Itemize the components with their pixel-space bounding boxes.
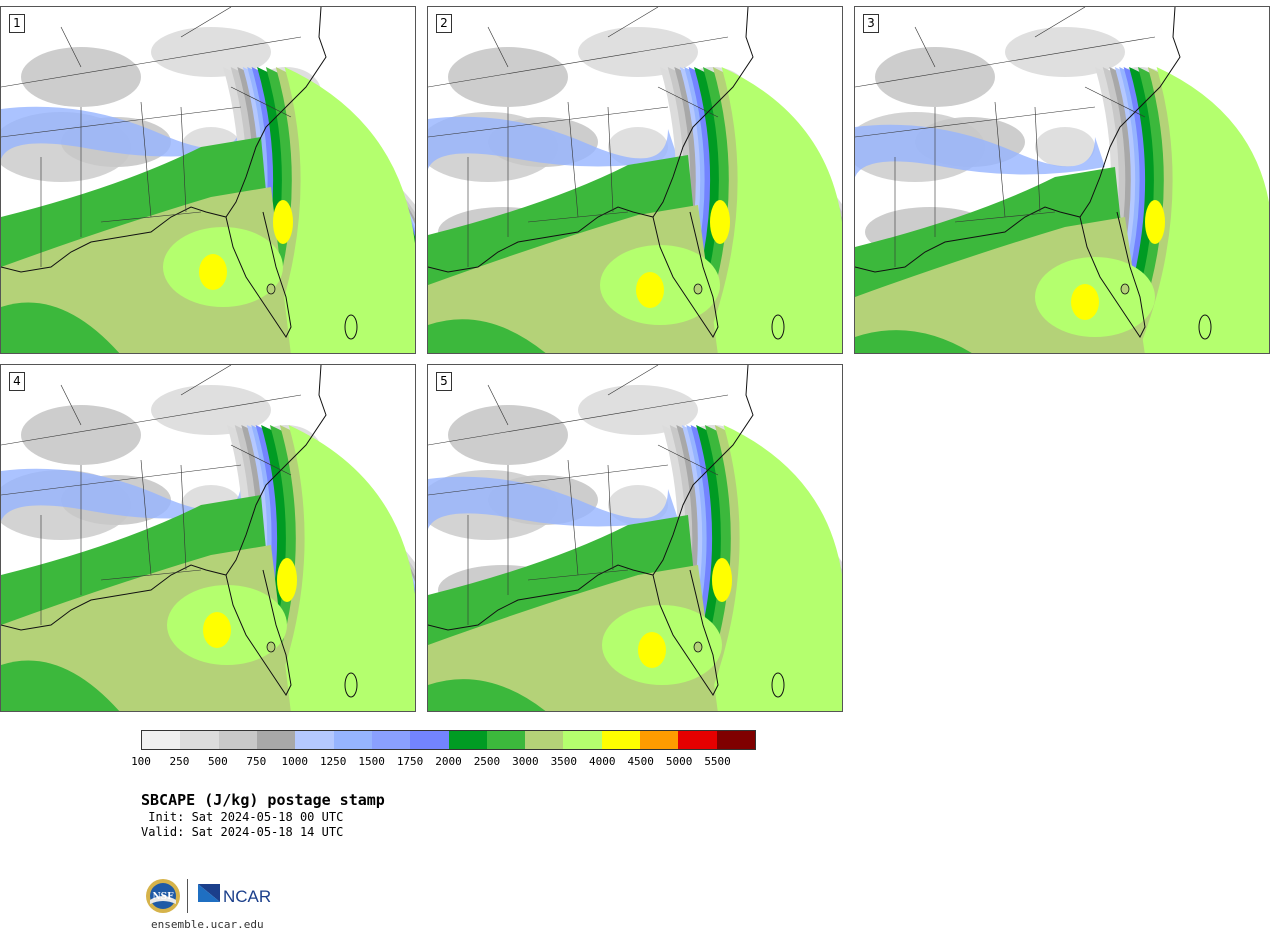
color-swatch <box>180 731 219 749</box>
color-swatch <box>410 731 449 749</box>
scale-tick-label: 750 <box>246 755 267 768</box>
scale-tick-label: 2000 <box>435 755 462 768</box>
color-swatch <box>218 731 257 749</box>
ensemble-member-panel-5[interactable]: 5 <box>427 364 843 712</box>
scale-tick-label: 1000 <box>281 755 309 768</box>
logo-divider <box>187 879 188 913</box>
member-number-label: 2 <box>436 14 452 33</box>
scale-tick-label: 4500 <box>627 755 654 768</box>
ncar-logo-text: NCAR <box>223 887 271 906</box>
cape-map <box>428 365 842 711</box>
color-swatch <box>256 731 296 749</box>
scale-tick-label: 3000 <box>512 755 539 768</box>
scale-tick-label: 3500 <box>550 755 578 768</box>
nsf-logo: NSF <box>146 879 180 913</box>
color-swatch <box>295 731 334 749</box>
color-scale-ticks: 100 250 500 750 1000 1250 1500 1750 2000 2500 3000… <box>0 755 800 771</box>
nsf-logo-text: NSF <box>152 892 174 902</box>
member-number-label: 3 <box>863 14 879 33</box>
ensemble-member-panel-1[interactable]: 1 <box>0 6 416 354</box>
color-swatch <box>486 731 526 749</box>
color-swatch <box>678 731 717 749</box>
scale-tick-label: 4000 <box>589 755 616 768</box>
color-swatch <box>640 731 679 749</box>
scale-tick-label: 100 <box>131 755 151 768</box>
color-swatch <box>563 731 602 749</box>
cape-map <box>1 365 415 711</box>
color-swatch <box>525 731 564 749</box>
scale-tick-label: 2500 <box>473 755 501 768</box>
valid-time: Valid: Sat 2024-05-18 14 UTC <box>141 825 344 839</box>
scale-tick-label: 1750 <box>396 755 424 768</box>
member-number-label: 5 <box>436 372 452 391</box>
init-time: Init: Sat 2024-05-18 00 UTC <box>141 810 344 824</box>
color-swatch <box>333 731 372 749</box>
color-swatch <box>601 731 641 749</box>
member-number-label: 1 <box>9 14 25 33</box>
ncar-logo: NCAR <box>198 884 271 906</box>
cape-map <box>428 7 842 353</box>
scale-tick-label: 500 <box>207 755 228 768</box>
scale-tick-label: 1250 <box>319 755 347 768</box>
website-url: ensemble.ucar.edu <box>151 918 264 931</box>
scale-tick-label: 5000 <box>665 755 693 768</box>
cape-map <box>1 7 415 353</box>
color-scale-bar <box>141 730 756 750</box>
scale-tick-label: 5500 <box>704 755 731 768</box>
figure-title: SBCAPE (J/kg) postage stamp <box>141 791 385 809</box>
color-swatch <box>716 731 755 749</box>
color-swatch <box>142 731 181 749</box>
ensemble-member-panel-2[interactable]: 2 <box>427 6 843 354</box>
scale-tick-label: 250 <box>169 755 190 768</box>
cape-map <box>855 7 1269 353</box>
ensemble-member-panel-3[interactable]: 3 <box>854 6 1270 354</box>
color-swatch <box>371 731 411 749</box>
ensemble-member-panel-4[interactable]: 4 <box>0 364 416 712</box>
scale-tick-label: 1500 <box>358 755 385 768</box>
color-swatch <box>448 731 487 749</box>
member-number-label: 4 <box>9 372 25 391</box>
